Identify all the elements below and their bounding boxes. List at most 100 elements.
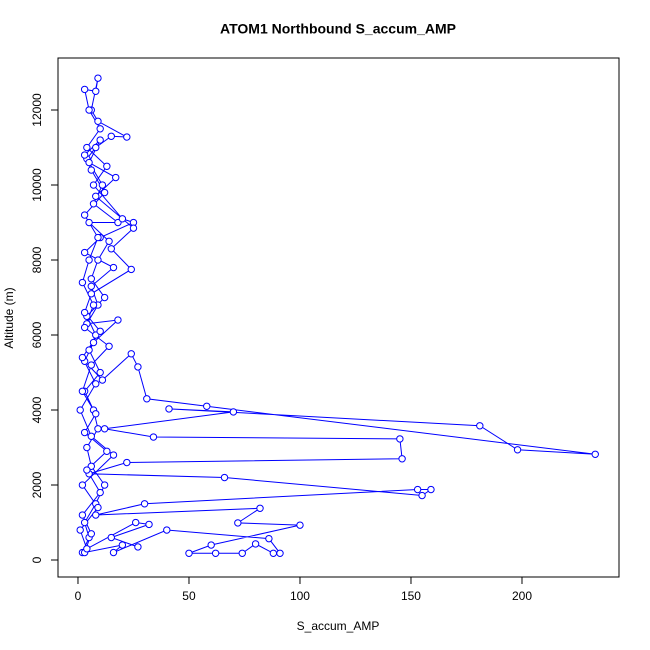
point (85, 346, 93, 354)
point (92, 192, 100, 200)
point (85, 256, 93, 264)
point (220, 473, 229, 482)
point (140, 500, 149, 508)
point (265, 534, 273, 543)
point (103, 162, 111, 170)
point (96, 136, 104, 144)
point (163, 526, 171, 534)
point (143, 395, 151, 403)
point (83, 443, 91, 452)
point (98, 181, 107, 189)
point (229, 408, 238, 416)
y-tick-label: 10000 (30, 168, 44, 202)
point (513, 446, 522, 454)
point (78, 353, 87, 362)
point (123, 458, 131, 467)
point (94, 256, 102, 264)
point (87, 275, 96, 283)
point (256, 504, 264, 512)
x-tick-label: 50 (182, 589, 196, 603)
point (134, 363, 142, 371)
point (78, 278, 87, 287)
point (269, 549, 278, 557)
point (100, 425, 109, 433)
point (132, 518, 140, 527)
point (78, 387, 87, 395)
point (83, 466, 91, 474)
point (83, 545, 91, 553)
point (80, 308, 89, 317)
x-tick-label: 100 (290, 589, 310, 603)
point (87, 166, 96, 174)
point (591, 450, 599, 458)
point (89, 338, 98, 347)
point (112, 173, 120, 182)
point (211, 549, 220, 557)
point (80, 428, 89, 437)
point (100, 481, 109, 489)
y-tick-label: 4000 (30, 396, 44, 423)
y-tick-label: 6000 (30, 321, 44, 348)
point (92, 511, 100, 519)
point (94, 425, 102, 433)
point (98, 376, 107, 384)
point (418, 491, 426, 500)
point (87, 432, 96, 440)
point (96, 125, 104, 133)
point (94, 74, 102, 82)
point (149, 433, 158, 441)
point (396, 435, 404, 443)
point (427, 485, 435, 494)
point (80, 248, 89, 257)
point (109, 548, 118, 557)
point (80, 151, 89, 159)
point (114, 316, 122, 324)
series-line (79, 78, 596, 554)
y-tick-label: 0 (30, 556, 44, 563)
point (100, 293, 109, 302)
point (96, 327, 104, 335)
point (185, 549, 193, 557)
point (80, 85, 89, 94)
point (296, 521, 304, 529)
x-tick-label: 150 (401, 589, 421, 603)
point (109, 451, 118, 459)
point (107, 132, 115, 140)
point (80, 518, 89, 527)
point (234, 519, 242, 527)
point (127, 350, 135, 358)
point (476, 422, 484, 430)
point (85, 106, 93, 114)
point (87, 530, 96, 538)
point (78, 481, 87, 489)
point (76, 526, 84, 534)
point (83, 143, 91, 152)
point (92, 380, 100, 388)
point (92, 143, 100, 152)
x-tick-label: 0 (75, 589, 82, 603)
point (94, 117, 102, 125)
point (118, 215, 127, 223)
point (118, 541, 127, 549)
plot-frame (57, 57, 620, 578)
y-tick-label: 8000 (30, 246, 44, 273)
point (134, 543, 142, 551)
point (87, 290, 96, 298)
point (103, 447, 111, 455)
point (85, 218, 93, 227)
y-axis-label: Altitude (m) (2, 287, 16, 348)
point (276, 549, 284, 557)
point (87, 361, 96, 369)
point (238, 549, 246, 557)
chart-title: ATOM1 Northbound S_accum_AMP (220, 21, 456, 37)
point (87, 282, 96, 290)
point (89, 181, 98, 189)
point (78, 511, 87, 519)
point (105, 342, 113, 350)
point (165, 405, 173, 413)
point (207, 541, 215, 549)
point (100, 188, 109, 197)
point (129, 224, 138, 232)
point (105, 237, 113, 245)
